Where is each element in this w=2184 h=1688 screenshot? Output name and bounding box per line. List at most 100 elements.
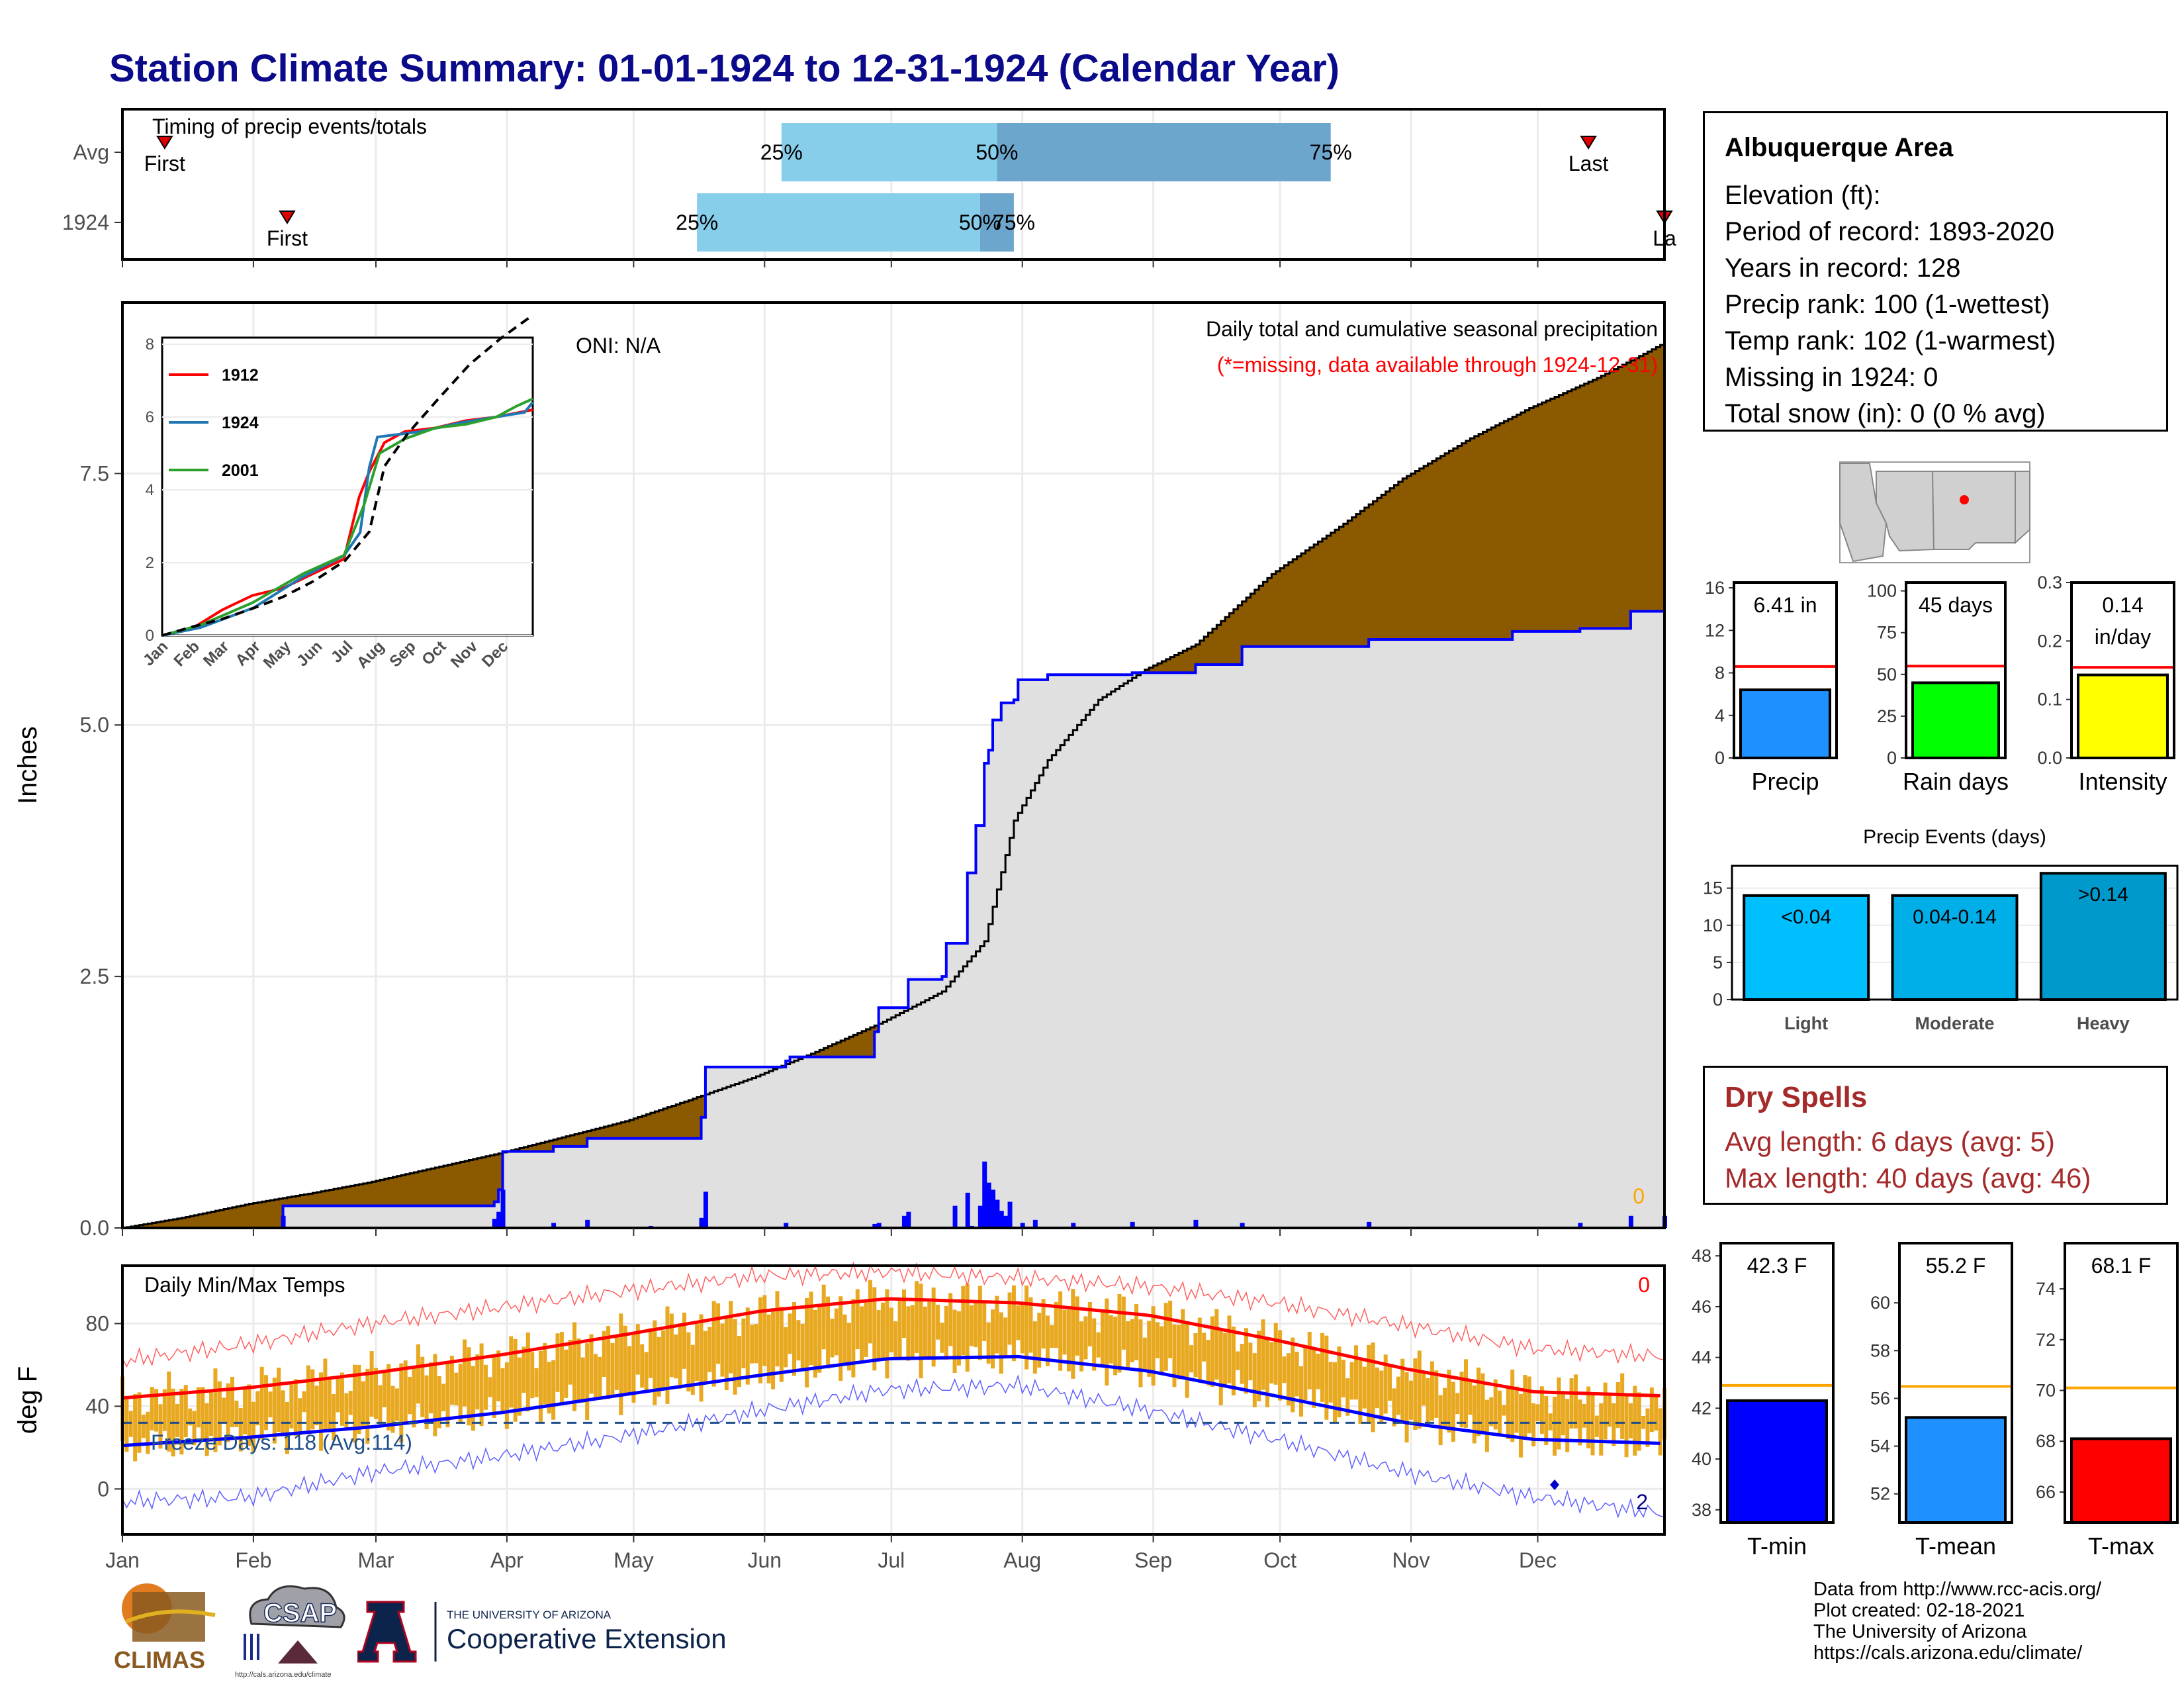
daily-temp-bar xyxy=(378,1385,383,1428)
panel-ytick-label: 70 xyxy=(2036,1381,2056,1401)
panel-ytick-label: 68 xyxy=(2036,1431,2056,1451)
daily-precip-bar xyxy=(703,1192,708,1228)
page-title: Station Climate Summary: 01-01-1924 to 1… xyxy=(109,47,1340,90)
precip-frame xyxy=(121,301,1666,1229)
inset-legend-label: 1912 xyxy=(222,366,259,385)
panel-ytick-label: 75 xyxy=(1877,623,1897,643)
daily-temp-bar xyxy=(336,1377,340,1413)
daily-temp-bar xyxy=(416,1344,420,1404)
daily-temp-bar xyxy=(1252,1353,1257,1407)
daily-temp-bar xyxy=(788,1313,792,1354)
daily-precip-bar xyxy=(952,1205,958,1228)
footer-credits: Data from http://www.rcc-acis.org/ Plot … xyxy=(1813,1579,2101,1664)
daily-temp-bar xyxy=(956,1311,961,1366)
daily-temp-bar xyxy=(1341,1360,1345,1397)
station-info-line: Years in record: 128 xyxy=(1725,254,1961,283)
station-info-line: Period of record: 1893-2020 xyxy=(1725,217,2055,246)
daily-temp-bar xyxy=(627,1346,632,1394)
daily-temp-bar xyxy=(530,1352,535,1399)
daily-precip-bar xyxy=(982,1161,987,1228)
events-category-label: Heavy xyxy=(2077,1013,2130,1033)
precip-events-title: Precip Events (days) xyxy=(1863,826,2046,848)
daily-temp-bar xyxy=(855,1289,860,1350)
daily-temp-bar xyxy=(1227,1315,1232,1383)
record-min-line xyxy=(122,1374,1665,1519)
panel-label: Precip xyxy=(1751,768,1819,795)
daily-temp-bar xyxy=(792,1302,796,1376)
daily-temp-bar xyxy=(1383,1354,1388,1414)
station-info-line: Missing in 1924: 0 xyxy=(1725,363,1938,392)
precip-chart-title: Daily total and cumulative seasonal prec… xyxy=(1206,317,1658,341)
daily-temp-bar xyxy=(1637,1392,1641,1451)
daily-temp-bar xyxy=(927,1301,932,1357)
month-label: Aug xyxy=(1003,1548,1041,1572)
events-bar-label: >0.14 xyxy=(2078,884,2128,906)
panel-frame xyxy=(1733,581,1838,759)
daily-temp-bar xyxy=(500,1368,505,1412)
daily-temp-bar xyxy=(695,1324,700,1382)
daily-temp-bar xyxy=(1434,1370,1439,1418)
climas-logo-text: CLIMAS xyxy=(114,1646,205,1673)
daily-temp-bar xyxy=(433,1354,437,1436)
temp-summary-panel: 38 40 42 44 46 48 42.3 F T-min xyxy=(1692,1242,1835,1560)
panel-ytick-label: 38 xyxy=(1692,1500,1711,1520)
station-location-dot xyxy=(1960,495,1969,504)
month-label: Oct xyxy=(1263,1548,1297,1572)
daily-temp-bar xyxy=(1603,1382,1608,1440)
month-label: May xyxy=(614,1548,653,1572)
daily-temp-bar xyxy=(1484,1399,1489,1452)
daily-precip-bar xyxy=(1130,1221,1135,1228)
daily-temp-bar xyxy=(150,1387,154,1430)
daily-temp-bar xyxy=(1050,1325,1054,1348)
daily-temp-bar xyxy=(310,1369,315,1430)
daily-temp-bar xyxy=(1020,1303,1024,1354)
daily-temp-bar xyxy=(1408,1380,1413,1420)
daily-temp-bar xyxy=(141,1415,146,1438)
daily-temp-bar xyxy=(1375,1367,1379,1409)
daily-temp-bar xyxy=(610,1342,615,1396)
daily-temp-bar xyxy=(298,1398,302,1435)
daily-temp-bar xyxy=(817,1304,822,1373)
daily-temp-bar xyxy=(340,1372,344,1426)
daily-temp-bar xyxy=(332,1394,336,1440)
daily-temp-bar xyxy=(1561,1391,1565,1436)
daily-temp-bar xyxy=(1328,1362,1333,1403)
daily-temp-bar xyxy=(1185,1323,1189,1398)
daily-precip-bar xyxy=(1193,1219,1199,1228)
dry-spell-max: Max length: 40 days (avg: 46) xyxy=(1725,1162,2091,1194)
timing-q75-label: 75% xyxy=(993,211,1035,234)
daily-temp-bar xyxy=(1138,1319,1143,1387)
daily-temp-bar xyxy=(471,1366,475,1431)
panel-label: Rain days xyxy=(1903,768,2009,795)
panel-ytick-label: 16 xyxy=(1705,578,1725,598)
daily-temp-bar xyxy=(272,1378,277,1444)
panel-value-text: 55.2 F xyxy=(1926,1254,1986,1278)
daily-temp-bar xyxy=(509,1336,514,1408)
panel-ytick-label: 50 xyxy=(1877,665,1897,684)
daily-temp-bar xyxy=(243,1386,248,1434)
daily-temp-bar xyxy=(374,1368,379,1419)
daily-temp-bar xyxy=(885,1289,889,1379)
daily-precip-bar xyxy=(281,1215,286,1228)
daily-temp-bar xyxy=(1011,1285,1016,1362)
daily-temp-bar xyxy=(1066,1309,1071,1372)
precip-ytick-label: 2.5 xyxy=(80,964,109,988)
temp-summary-panel: 52 54 56 58 60 55.2 F T-mean xyxy=(1870,1242,2013,1560)
daily-temp-bar xyxy=(1641,1416,1646,1429)
daily-temp-bar xyxy=(247,1384,251,1446)
events-bar-label: 0.04-0.14 xyxy=(1913,906,1997,928)
daily-temp-bar xyxy=(387,1364,391,1431)
events-category-label: Light xyxy=(1784,1013,1828,1033)
daily-temp-bar xyxy=(669,1313,674,1378)
daily-temp-bar xyxy=(1349,1362,1354,1400)
daily-precip-bar xyxy=(699,1217,704,1228)
timing-q50-label: 50% xyxy=(959,211,1001,234)
daily-temp-bar xyxy=(154,1389,159,1432)
timing-last-label: Last xyxy=(1569,152,1609,175)
daily-temp-bar xyxy=(369,1351,374,1417)
daily-temp-bar xyxy=(1498,1390,1502,1437)
daily-temp-bar xyxy=(1113,1317,1118,1376)
daily-temp-bar xyxy=(589,1334,594,1394)
daily-temp-bar xyxy=(1257,1331,1261,1401)
